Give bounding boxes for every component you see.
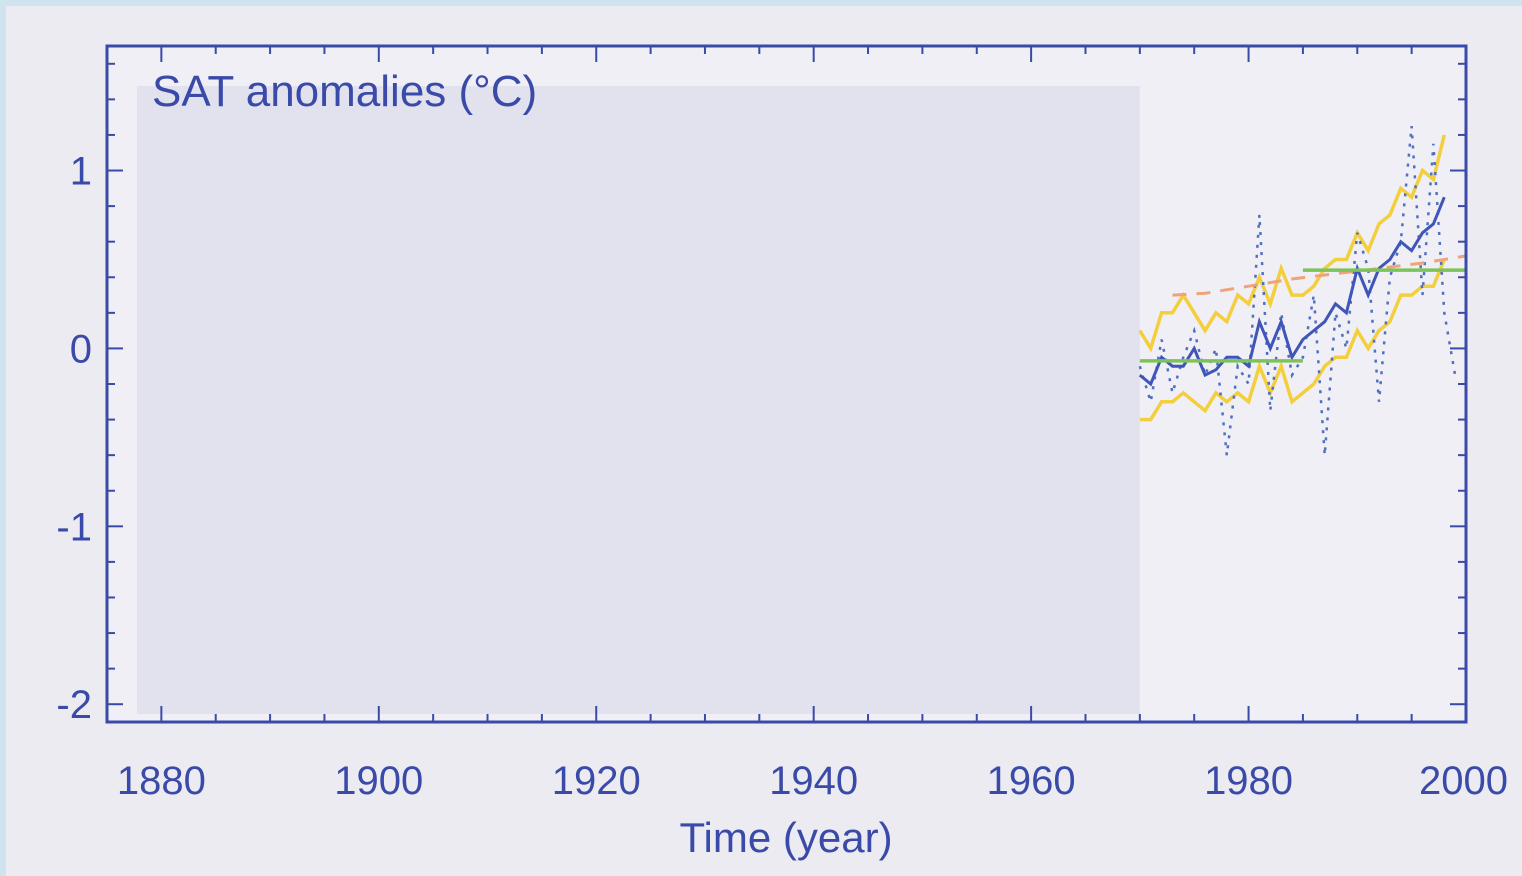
y-tick-label: 0 <box>70 327 92 371</box>
tick-labels: 1880 1900 1920 1940 1960 1980 2000 1 0 -1 -2 <box>56 150 1508 803</box>
x-tick-label: 1920 <box>552 759 641 803</box>
x-tick-label: 1980 <box>1204 759 1293 803</box>
x-axis-title: Time (year) <box>679 814 892 861</box>
y-tick-label: -1 <box>56 505 92 549</box>
x-tick-label: 1940 <box>769 759 858 803</box>
series-line-solid-yellow-upper <box>1138 134 1446 353</box>
series-line-dashed-orange <box>1172 254 1467 297</box>
x-tick-label: 1960 <box>987 759 1076 803</box>
plot-border <box>105 44 1468 724</box>
plot-shaded-region <box>137 86 1140 714</box>
x-tick-label: 1880 <box>117 759 206 803</box>
series-layer <box>1138 125 1467 456</box>
x-tick-label: 1900 <box>334 759 423 803</box>
series-line-dotted <box>1138 125 1457 456</box>
y-tick-label: 1 <box>70 150 92 194</box>
chart-title: SAT anomalies (°C) <box>152 67 537 116</box>
y-tick-label: -2 <box>56 683 92 727</box>
series-line-solid-yellow-lower <box>1139 258 1446 422</box>
series-line-solid-blue <box>1138 196 1446 387</box>
x-tick-label: 2000 <box>1419 759 1508 803</box>
